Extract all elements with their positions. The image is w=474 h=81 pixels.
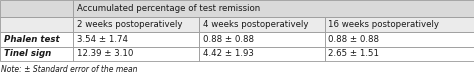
Text: Note: ± Standard error of the mean: Note: ± Standard error of the mean bbox=[1, 65, 137, 74]
Text: 4 weeks postoperatively: 4 weeks postoperatively bbox=[203, 20, 309, 29]
Bar bbox=[0, 47, 73, 61]
Bar bbox=[325, 17, 474, 32]
Bar bbox=[325, 47, 474, 61]
Text: Tinel sign: Tinel sign bbox=[4, 49, 51, 58]
Text: Accumulated percentage of test remission: Accumulated percentage of test remission bbox=[77, 4, 261, 13]
Bar bbox=[73, 32, 199, 47]
Bar bbox=[325, 32, 474, 47]
Bar bbox=[73, 0, 474, 17]
Bar bbox=[0, 32, 73, 47]
Text: 4.42 ± 1.93: 4.42 ± 1.93 bbox=[203, 49, 254, 58]
Text: 2 weeks postoperatively: 2 weeks postoperatively bbox=[77, 20, 183, 29]
Text: 0.88 ± 0.88: 0.88 ± 0.88 bbox=[328, 35, 380, 44]
Text: 0.88 ± 0.88: 0.88 ± 0.88 bbox=[203, 35, 254, 44]
Text: 2.65 ± 1.51: 2.65 ± 1.51 bbox=[328, 49, 380, 58]
Bar bbox=[73, 47, 199, 61]
Bar bbox=[199, 17, 325, 32]
Text: 12.39 ± 3.10: 12.39 ± 3.10 bbox=[77, 49, 134, 58]
Bar bbox=[199, 32, 325, 47]
Bar bbox=[0, 0, 73, 17]
Text: 3.54 ± 1.74: 3.54 ± 1.74 bbox=[77, 35, 128, 44]
Text: 16 weeks postoperatively: 16 weeks postoperatively bbox=[328, 20, 439, 29]
Bar bbox=[0, 17, 73, 32]
Text: Phalen test: Phalen test bbox=[4, 35, 59, 44]
Bar bbox=[73, 17, 199, 32]
Bar bbox=[199, 47, 325, 61]
